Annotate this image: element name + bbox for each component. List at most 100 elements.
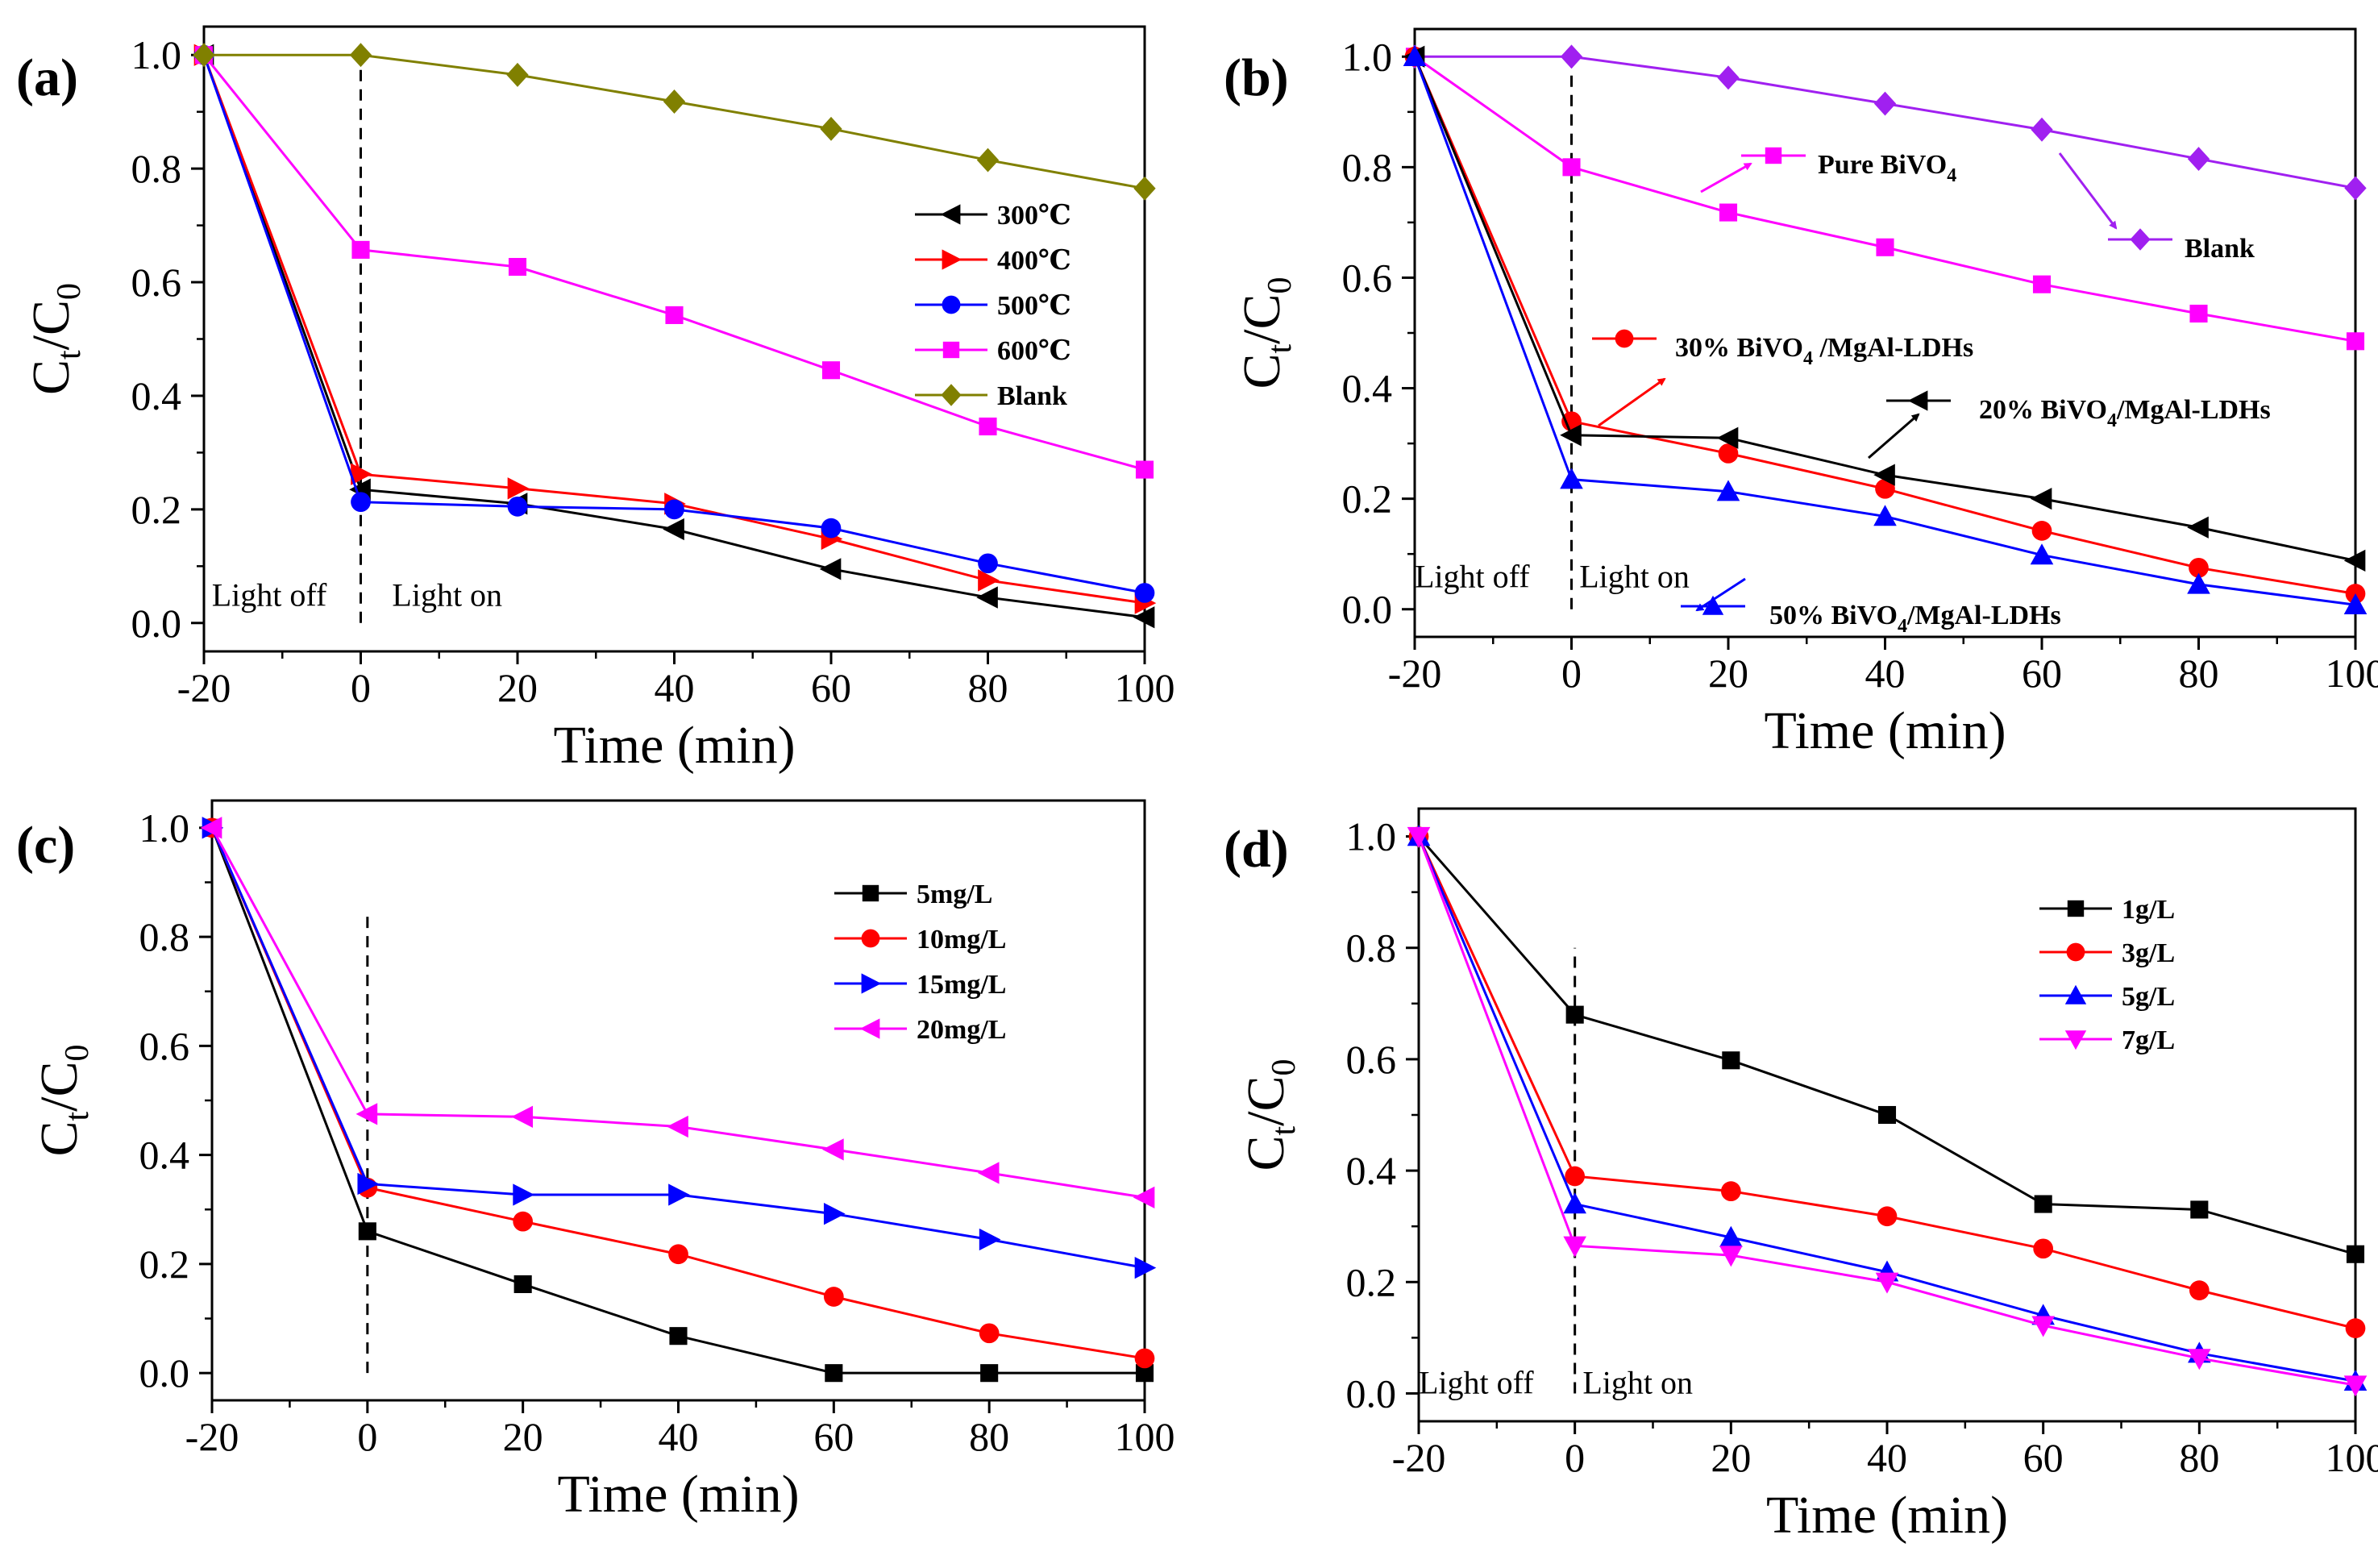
data-point	[349, 43, 372, 68]
series-1	[202, 818, 1154, 1383]
callout-marker	[1765, 147, 1782, 164]
series-4	[1407, 826, 2368, 1397]
x-tick-label: 0	[351, 665, 371, 710]
legend-marker	[862, 884, 879, 902]
data-point	[1560, 468, 1583, 489]
series-3	[202, 817, 1157, 1279]
y-tick-label: 0.8	[1346, 925, 1397, 971]
light-off-annotation: Light off	[1419, 1364, 1534, 1400]
data-point	[979, 1228, 1001, 1251]
series-5	[193, 43, 1156, 201]
x-tick-label: -20	[1388, 651, 1442, 696]
series-1	[1409, 827, 2365, 1263]
series-line	[210, 827, 1145, 1270]
data-point	[978, 569, 1000, 592]
data-point	[1134, 1348, 1155, 1369]
x-axis-title: Time (min)	[1766, 1486, 2008, 1545]
callout-label-base: Blank	[2185, 234, 2255, 264]
data-point	[2189, 557, 2209, 578]
callout-label-base: 20% BiVO	[1979, 395, 2107, 425]
data-point	[823, 1287, 844, 1307]
data-point	[1717, 65, 1740, 90]
legend-label: 300℃	[997, 201, 1071, 231]
data-point	[668, 1244, 688, 1265]
x-tick-label: 20	[1711, 1435, 1751, 1480]
data-point	[819, 558, 842, 580]
y-title-slash-c: /C	[1237, 1075, 1295, 1125]
data-point	[355, 1103, 378, 1125]
y-axis-title: Ct/C0	[1237, 1059, 1303, 1171]
legend-marker	[2064, 1030, 2087, 1050]
legend-label: 600℃	[997, 336, 1071, 366]
series-line	[1417, 835, 2356, 1256]
callout-marker	[1702, 595, 1724, 615]
callout-label-rest: /MgAl-LDHs	[1813, 333, 1973, 363]
legend-label: 7g/L	[2122, 1025, 2175, 1055]
data-point	[980, 1364, 999, 1383]
x-tick-label: -20	[185, 1414, 239, 1459]
series-3	[193, 44, 1155, 603]
data-point	[1133, 176, 1156, 201]
x-tick-label: 20	[1708, 651, 1748, 696]
y-title-slash-c: /C	[1233, 293, 1291, 343]
data-point	[1716, 480, 1740, 501]
x-tick-label: -20	[177, 665, 231, 710]
y-axis-title: Ct/C0	[22, 283, 88, 395]
y-tick-label: 0.2	[131, 487, 182, 532]
data-point	[193, 43, 215, 68]
x-tick-label: 100	[1115, 1414, 1175, 1459]
data-point	[665, 306, 684, 324]
data-point	[1719, 1246, 1743, 1267]
series-5	[1403, 44, 2368, 614]
y-tick-label: 0.4	[131, 373, 182, 418]
callout-arrow	[1868, 413, 1920, 460]
data-point	[2187, 572, 2210, 594]
x-tick-label: 40	[1867, 1435, 1907, 1480]
data-point	[1873, 91, 1897, 116]
y-tick-label: 1.0	[139, 805, 190, 851]
y-title-slash-c: /C	[30, 1061, 89, 1111]
y-tick-label: 0.4	[1342, 366, 1393, 411]
plot-frame	[210, 799, 1146, 1402]
x-tick-label: -20	[1392, 1435, 1446, 1480]
data-point	[825, 1364, 843, 1383]
data-point	[1560, 44, 1583, 69]
callout-label: Blank	[2185, 234, 2255, 264]
callout-label-rest: /MgAl-LDHs	[2116, 395, 2271, 425]
legend-label: 1g/L	[2122, 895, 2175, 925]
data-point	[1562, 158, 1581, 177]
x-tick-label: 60	[811, 665, 851, 710]
x-tick-label: 40	[655, 665, 695, 710]
y-title-sub-0: 0	[1266, 1059, 1303, 1075]
x-tick-label: 80	[2179, 1435, 2219, 1480]
callout-label: 30% BiVO4 /MgAl-LDHs	[1675, 333, 1973, 369]
data-point	[2031, 1316, 2055, 1337]
data-point	[508, 257, 527, 277]
data-point	[357, 1172, 380, 1196]
series-line	[1417, 835, 2356, 1330]
data-point	[2032, 275, 2052, 293]
panel-label: (b)	[1224, 48, 1289, 107]
legend-marker	[942, 249, 962, 270]
x-axis-title: Time (min)	[553, 716, 795, 775]
series-4	[1403, 45, 2366, 572]
callout-marker	[1907, 390, 1928, 411]
callout-marker	[1615, 329, 1634, 348]
data-point	[1135, 1364, 1154, 1383]
data-point	[2031, 117, 2053, 142]
y-tick-label: 1.0	[1342, 34, 1393, 79]
legend-marker	[2067, 900, 2085, 917]
data-point	[351, 240, 370, 259]
x-tick-label: 0	[1565, 1435, 1585, 1480]
data-point	[1718, 443, 1739, 464]
series-line	[210, 827, 1145, 1375]
y-title-c: C	[1233, 354, 1291, 389]
legend-marker	[941, 384, 962, 406]
data-point	[2189, 1280, 2210, 1300]
x-tick-label: 100	[1115, 665, 1175, 710]
x-axis-title: Time (min)	[1764, 701, 2006, 760]
data-point	[2030, 487, 2052, 510]
data-point	[2188, 1349, 2211, 1370]
chart-panel-a: -20 0 20 40 60 80 100 0.0 0.2 0.4 0.6 0.8 1.0 Time (m…	[16, 25, 1175, 775]
